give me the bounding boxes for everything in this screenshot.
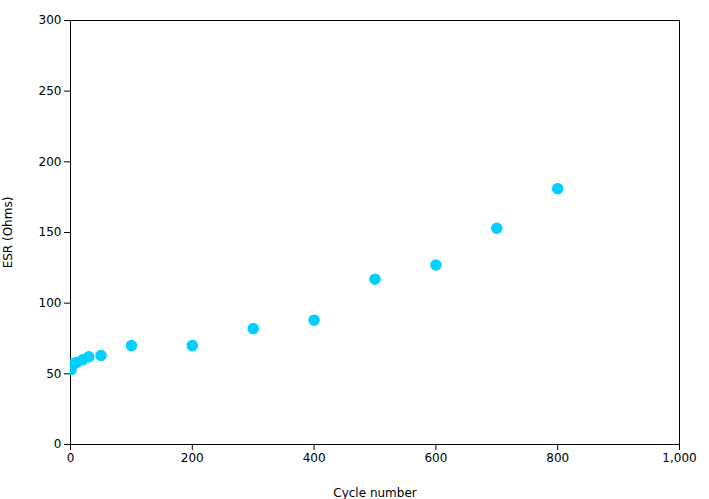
- svg-text:ESR (Ohms): ESR (Ohms): [1, 197, 15, 269]
- svg-text:Cycle number: Cycle number: [333, 486, 417, 499]
- svg-text:250: 250: [39, 84, 62, 98]
- svg-text:300: 300: [39, 13, 62, 27]
- svg-text:400: 400: [303, 451, 326, 465]
- svg-text:200: 200: [181, 451, 204, 465]
- svg-text:50: 50: [46, 367, 61, 381]
- svg-text:200: 200: [39, 155, 62, 169]
- svg-text:600: 600: [424, 451, 447, 465]
- svg-text:800: 800: [546, 451, 569, 465]
- svg-text:0: 0: [67, 451, 75, 465]
- svg-text:1,000: 1,000: [662, 451, 696, 465]
- svg-text:150: 150: [39, 225, 62, 239]
- svg-text:100: 100: [39, 296, 62, 310]
- svg-text:0: 0: [54, 437, 62, 451]
